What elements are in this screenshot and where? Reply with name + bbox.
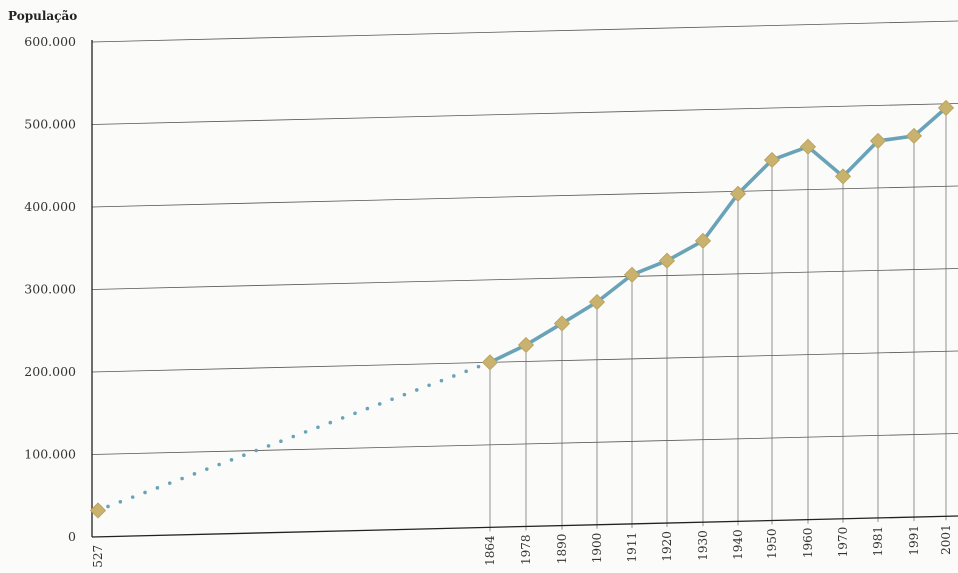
x-tick-label: 1991 — [907, 525, 921, 556]
gridline — [91, 185, 958, 208]
gridline — [91, 103, 958, 125]
x-tick-label: 1981 — [871, 526, 885, 557]
data-point-1527 — [89, 502, 107, 519]
data-point-1864 — [481, 354, 499, 371]
y-axis-title: População — [8, 9, 77, 23]
x-tick-label: 1930 — [696, 530, 710, 561]
gridlines — [91, 20, 958, 455]
data-point-1878 — [517, 336, 535, 354]
data-point-1900 — [588, 293, 606, 311]
x-tick-label: 1960 — [801, 528, 815, 559]
x-tick-label: 1920 — [660, 531, 674, 562]
y-tick-labels: 0 100.000 200.000 300.000 400.000 500.000 600.… — [24, 34, 76, 544]
x-tick-label: 1900 — [590, 533, 604, 564]
y-tick-label: 600.000 — [24, 34, 76, 49]
data-point-1940 — [729, 185, 747, 202]
data-point-1950 — [763, 151, 781, 169]
data-point-1970 — [834, 168, 852, 185]
x-tick-label: 2001 — [939, 524, 953, 555]
gridline — [91, 433, 958, 455]
x-axis-line — [91, 515, 958, 538]
x-tick-label: 1950 — [765, 529, 779, 560]
y-tick-label: 100.000 — [24, 447, 76, 462]
data-point-1911 — [623, 266, 641, 283]
x-tick-label: 1978 — [519, 534, 533, 565]
year-drop-lines — [489, 107, 947, 532]
data-point-1981 — [869, 132, 887, 149]
data-point-2001 — [937, 99, 955, 116]
y-tick-label: 300.000 — [24, 282, 76, 297]
x-tick-label: 1911 — [625, 532, 639, 563]
x-tick-labels: 527 1864 1978 1890 1900 1911 1920 1930 1940 1950 1… — [91, 524, 953, 567]
data-point-1960 — [799, 138, 817, 155]
data-point-1930 — [694, 232, 712, 249]
x-tick-label: 1890 — [555, 534, 569, 565]
gridline — [91, 268, 958, 290]
data-point-1991 — [905, 127, 923, 144]
y-tick-label: 200.000 — [24, 364, 76, 379]
x-tick-label: 527 — [91, 545, 105, 568]
series-layer — [89, 99, 955, 519]
gridline — [91, 20, 958, 43]
series-dotted-segment — [106, 363, 484, 509]
data-point-1920 — [658, 252, 676, 269]
gridline — [91, 350, 958, 373]
y-tick-label: 400.000 — [24, 199, 76, 214]
data-point-1890 — [553, 315, 571, 332]
x-tick-label: 1864 — [483, 535, 497, 566]
y-tick-label: 0 — [68, 529, 76, 544]
y-tick-label: 500.000 — [24, 117, 76, 132]
x-tick-label: 1940 — [731, 529, 745, 560]
axes — [91, 40, 958, 538]
x-tick-label: 1970 — [836, 527, 850, 558]
series-line — [488, 106, 948, 365]
